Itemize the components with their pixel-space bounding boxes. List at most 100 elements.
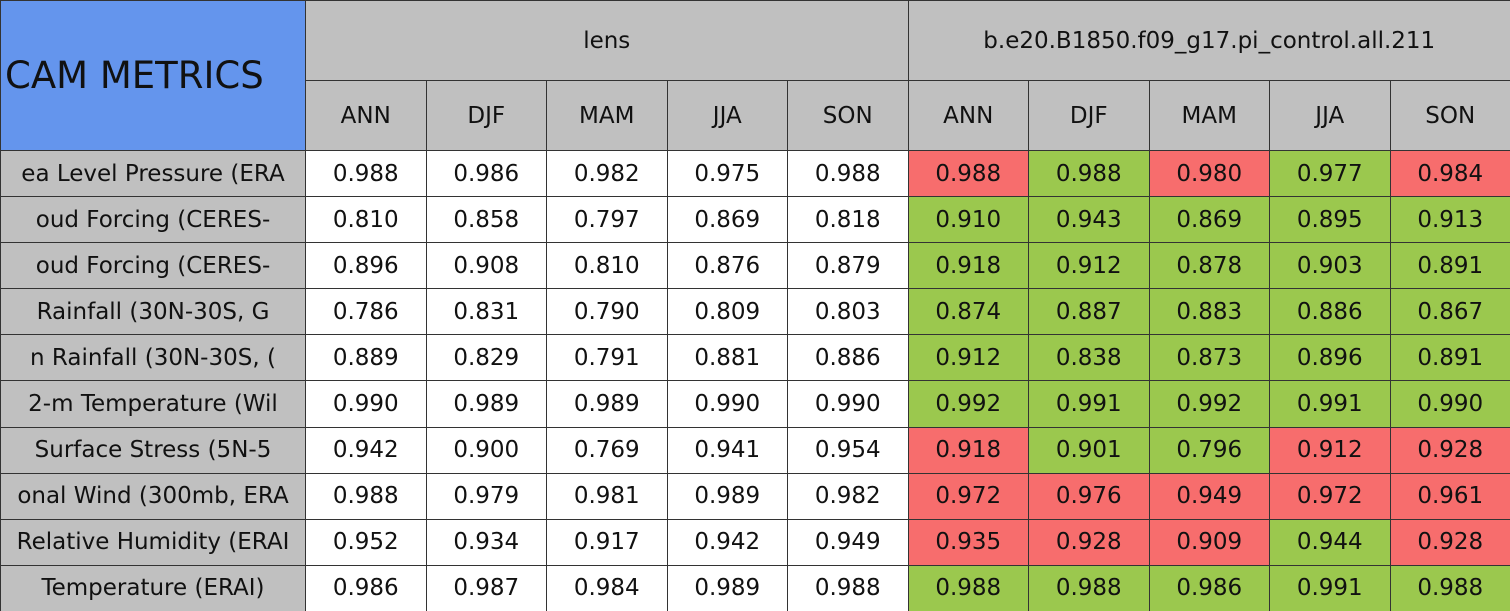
value-cell: 0.961	[1390, 473, 1510, 520]
value-cell: 0.796	[1149, 427, 1270, 474]
value-cell: 0.891	[1390, 335, 1510, 382]
value-cell: 0.810	[547, 243, 668, 290]
value-cell: 0.876	[667, 243, 788, 290]
value-cell: 0.979	[426, 473, 547, 520]
season-header: SON	[788, 81, 909, 151]
value-cell: 0.928	[1390, 519, 1510, 566]
season-header: JJA	[667, 81, 788, 151]
row-label: onal Wind (300mb, ERA	[1, 473, 306, 520]
row-label: ea Level Pressure (ERA	[1, 151, 306, 198]
value-cell: 0.838	[1029, 335, 1150, 382]
value-cell: 0.990	[667, 381, 788, 428]
season-header: DJF	[426, 81, 547, 151]
value-cell: 0.867	[1390, 289, 1510, 336]
value-cell: 0.989	[547, 381, 668, 428]
value-cell: 0.895	[1270, 197, 1391, 244]
value-cell: 0.874	[908, 289, 1029, 336]
value-cell: 0.989	[667, 473, 788, 520]
value-cell: 0.909	[1149, 519, 1270, 566]
value-cell: 0.896	[1270, 335, 1391, 382]
group-header: b.e20.B1850.f09_g17.pi_control.all.211	[908, 1, 1510, 81]
value-cell: 0.941	[667, 427, 788, 474]
value-cell: 0.869	[1149, 197, 1270, 244]
value-cell: 0.988	[788, 151, 909, 198]
value-cell: 0.803	[788, 289, 909, 336]
value-cell: 0.878	[1149, 243, 1270, 290]
season-header: SON	[1390, 81, 1510, 151]
table-title: CAM METRICS	[1, 1, 306, 151]
value-cell: 0.791	[547, 335, 668, 382]
value-cell: 0.992	[908, 381, 1029, 428]
value-cell: 0.949	[1149, 473, 1270, 520]
value-cell: 0.989	[667, 565, 788, 611]
season-header: MAM	[547, 81, 668, 151]
value-cell: 0.991	[1029, 381, 1150, 428]
value-cell: 0.990	[788, 381, 909, 428]
value-cell: 0.810	[306, 197, 427, 244]
value-cell: 0.991	[1270, 381, 1391, 428]
value-cell: 0.829	[426, 335, 547, 382]
row-label: Temperature (ERAI)	[1, 565, 306, 611]
row-label: 2-m Temperature (Wil	[1, 381, 306, 428]
value-cell: 0.982	[788, 473, 909, 520]
value-cell: 0.831	[426, 289, 547, 336]
value-cell: 0.988	[306, 473, 427, 520]
row-label: Relative Humidity (ERAI	[1, 519, 306, 566]
value-cell: 0.886	[788, 335, 909, 382]
value-cell: 0.992	[1149, 381, 1270, 428]
value-cell: 0.908	[426, 243, 547, 290]
value-cell: 0.990	[1390, 381, 1510, 428]
value-cell: 0.988	[1390, 565, 1510, 611]
value-cell: 0.901	[1029, 427, 1150, 474]
value-cell: 0.980	[1149, 151, 1270, 198]
row-label: oud Forcing (CERES-	[1, 243, 306, 290]
value-cell: 0.984	[1390, 151, 1510, 198]
value-cell: 0.954	[788, 427, 909, 474]
row-label: n Rainfall (30N-30S, (	[1, 335, 306, 382]
value-cell: 0.918	[908, 427, 1029, 474]
value-cell: 0.883	[1149, 289, 1270, 336]
value-cell: 0.990	[306, 381, 427, 428]
value-cell: 0.986	[1149, 565, 1270, 611]
row-label: oud Forcing (CERES-	[1, 197, 306, 244]
value-cell: 0.917	[547, 519, 668, 566]
value-cell: 0.873	[1149, 335, 1270, 382]
value-cell: 0.769	[547, 427, 668, 474]
value-cell: 0.972	[908, 473, 1029, 520]
value-cell: 0.981	[547, 473, 668, 520]
value-cell: 0.887	[1029, 289, 1150, 336]
value-cell: 0.984	[547, 565, 668, 611]
value-cell: 0.891	[1390, 243, 1510, 290]
value-cell: 0.797	[547, 197, 668, 244]
value-cell: 0.949	[788, 519, 909, 566]
value-cell: 0.986	[426, 151, 547, 198]
value-cell: 0.989	[426, 381, 547, 428]
value-cell: 0.942	[667, 519, 788, 566]
season-header: JJA	[1270, 81, 1391, 151]
value-cell: 0.786	[306, 289, 427, 336]
value-cell: 0.982	[547, 151, 668, 198]
value-cell: 0.943	[1029, 197, 1150, 244]
value-cell: 0.977	[1270, 151, 1391, 198]
value-cell: 0.934	[426, 519, 547, 566]
value-cell: 0.912	[1270, 427, 1391, 474]
value-cell: 0.928	[1029, 519, 1150, 566]
value-cell: 0.910	[908, 197, 1029, 244]
row-label: Surface Stress (5N-5	[1, 427, 306, 474]
value-cell: 0.818	[788, 197, 909, 244]
value-cell: 0.988	[306, 151, 427, 198]
value-cell: 0.903	[1270, 243, 1391, 290]
value-cell: 0.988	[1029, 151, 1150, 198]
value-cell: 0.976	[1029, 473, 1150, 520]
value-cell: 0.986	[306, 565, 427, 611]
value-cell: 0.809	[667, 289, 788, 336]
value-cell: 0.972	[1270, 473, 1391, 520]
value-cell: 0.942	[306, 427, 427, 474]
value-cell: 0.944	[1270, 519, 1391, 566]
value-cell: 0.912	[1029, 243, 1150, 290]
season-header: MAM	[1149, 81, 1270, 151]
value-cell: 0.935	[908, 519, 1029, 566]
row-label: Rainfall (30N-30S, G	[1, 289, 306, 336]
season-header: ANN	[908, 81, 1029, 151]
